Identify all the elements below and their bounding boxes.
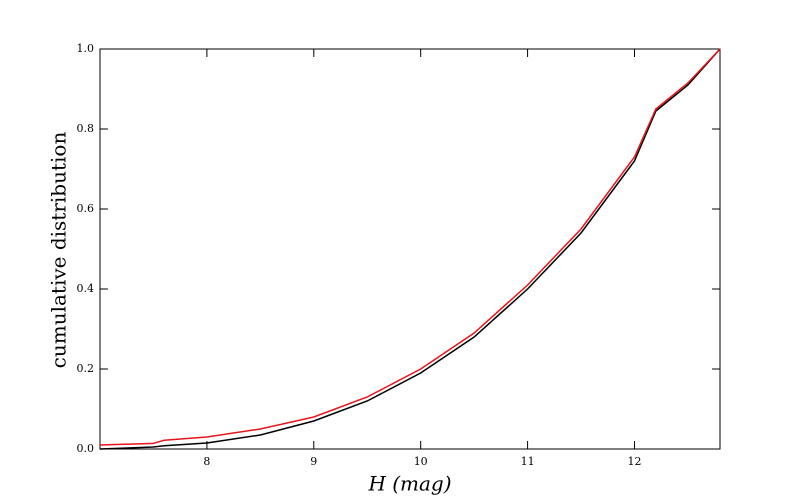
- x-axis-label: H (mag): [367, 472, 451, 496]
- x-tick-label: 10: [414, 455, 428, 468]
- x-tick-label: 8: [203, 455, 210, 468]
- y-tick-label: 0.4: [77, 282, 95, 295]
- data-line: [99, 48, 721, 450]
- y-axis-label: cumulative distribution: [47, 132, 71, 369]
- y-tick-label: 0.0: [77, 442, 95, 455]
- x-tick-label: 9: [310, 455, 317, 468]
- y-tick-label: 1.0: [77, 42, 95, 55]
- y-tick-label: 0.2: [77, 362, 95, 375]
- x-tick-label: 12: [627, 455, 641, 468]
- y-tick-label: 0.6: [77, 202, 95, 215]
- data-line: [99, 48, 721, 446]
- y-tick-label: 0.8: [77, 122, 95, 135]
- x-tick-label: 11: [521, 455, 535, 468]
- plot-frame: [99, 48, 721, 450]
